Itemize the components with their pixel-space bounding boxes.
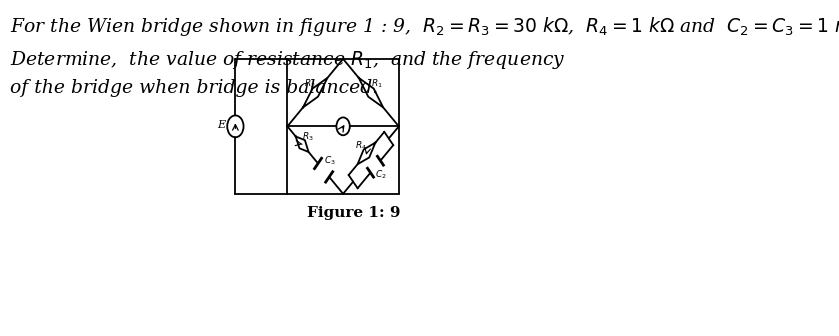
Text: $R_1$: $R_1$ [371, 78, 383, 90]
Text: $C_3$: $C_3$ [324, 154, 336, 167]
Text: $R_3$: $R_3$ [301, 130, 313, 143]
Circle shape [336, 117, 350, 135]
Text: $R_2$: $R_2$ [304, 78, 315, 90]
Text: E: E [217, 120, 226, 130]
Text: of the bridge when bridge is balanced.: of the bridge when bridge is balanced. [10, 79, 378, 97]
Text: Determine,  the value of resistance $R_1$,  and the frequency: Determine, the value of resistance $R_1$… [10, 49, 565, 71]
Text: Figure 1: 9: Figure 1: 9 [307, 206, 401, 220]
Text: $C_2$: $C_2$ [375, 169, 387, 181]
Text: For the Wien bridge shown in figure 1 : 9,  $R_2 = R_3 = 30\ k\Omega$,  $R_4 = 1: For the Wien bridge shown in figure 1 : … [10, 15, 839, 38]
Text: $R_4$: $R_4$ [355, 139, 367, 152]
